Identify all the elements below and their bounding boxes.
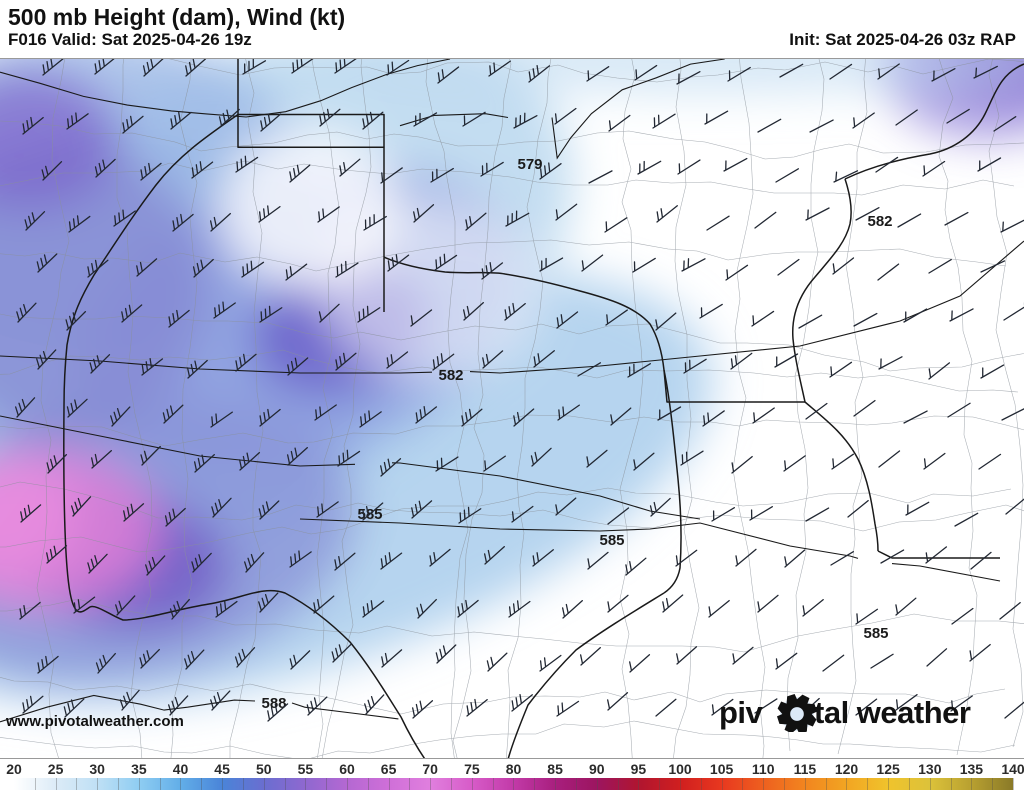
svg-text:piv: piv [719, 695, 764, 730]
svg-text:585: 585 [863, 625, 888, 642]
svg-text:585: 585 [599, 532, 624, 549]
svg-text:579: 579 [517, 156, 542, 173]
svg-text:tal weather: tal weather [814, 695, 971, 730]
svg-text:588: 588 [261, 695, 286, 712]
svg-text:582: 582 [867, 213, 892, 230]
svg-text:582: 582 [438, 367, 463, 384]
